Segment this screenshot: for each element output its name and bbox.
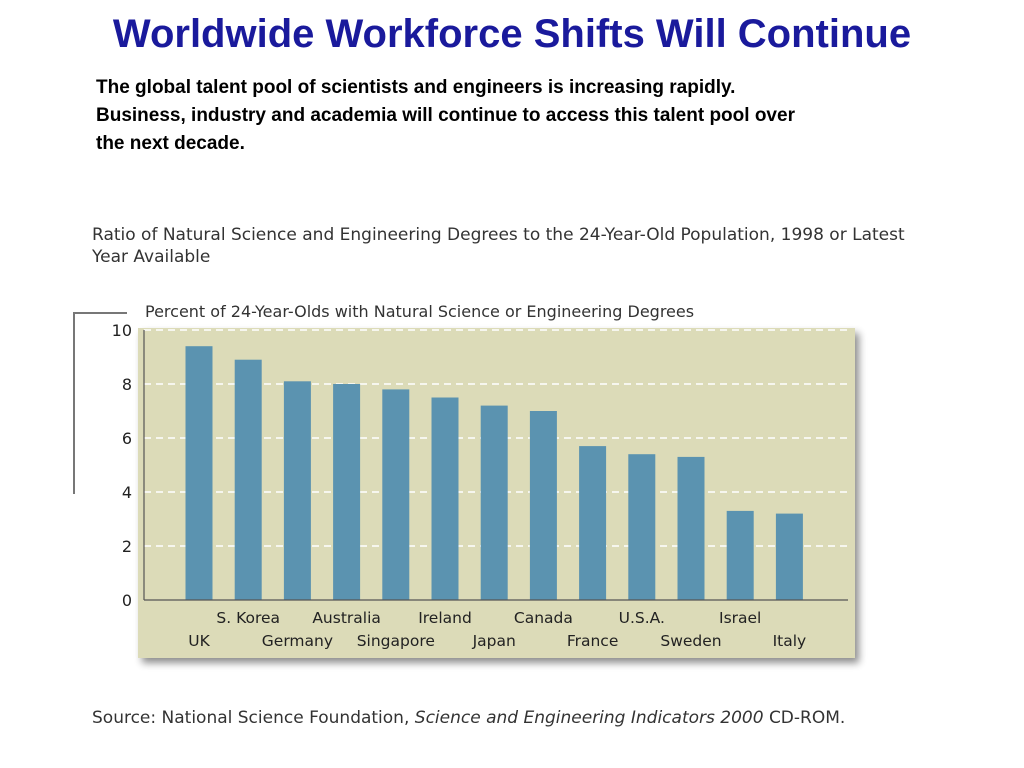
source-publication: Science and Engineering Indicators 2000 bbox=[414, 708, 764, 728]
y-tick-label: 10 bbox=[112, 321, 132, 340]
x-tick-label: Ireland bbox=[418, 609, 472, 627]
chart-title: Percent of 24-Year-Olds with Natural Sci… bbox=[145, 302, 694, 321]
bar bbox=[234, 359, 262, 600]
x-tick-label: Singapore bbox=[357, 632, 435, 650]
y-tick-label: 4 bbox=[122, 483, 132, 502]
x-tick-label: Australia bbox=[312, 609, 381, 627]
figure-title: Ratio of Natural Science and Engineering… bbox=[92, 224, 992, 268]
y-tick-label: 6 bbox=[122, 429, 132, 448]
bar bbox=[775, 513, 803, 600]
intro-line: Business, industry and academia will con… bbox=[96, 105, 795, 126]
x-tick-label: Germany bbox=[262, 632, 333, 650]
bar bbox=[579, 446, 607, 600]
bar bbox=[333, 384, 361, 600]
source-suffix: CD-ROM. bbox=[768, 708, 846, 728]
slide-title: Worldwide Workforce Shifts Will Continue bbox=[112, 12, 912, 56]
source-prefix: Source: National Science Foundation, bbox=[92, 708, 410, 728]
x-tick-label: UK bbox=[188, 632, 210, 650]
axes: 0 2 4 6 8 10 UK S. Korea Germany Australia Singapo… bbox=[112, 321, 848, 650]
bar bbox=[529, 411, 557, 600]
bar bbox=[185, 346, 213, 600]
bar-chart: 0 2 4 6 8 10 UK S. Korea Germany Australia Singapo… bbox=[112, 302, 855, 658]
x-tick-label: U.S.A. bbox=[619, 609, 665, 627]
x-tick-label: Italy bbox=[773, 632, 807, 650]
y-tick-label: 2 bbox=[122, 537, 132, 556]
x-tick-label: France bbox=[567, 632, 619, 650]
figure-title-line: Year Available bbox=[92, 247, 211, 267]
figure-bracket bbox=[73, 312, 127, 494]
source-citation: Source: National Science Foundation, Sci… bbox=[92, 708, 845, 728]
y-tick-label: 0 bbox=[122, 591, 132, 610]
intro-line: the next decade. bbox=[96, 133, 245, 154]
x-tick-label: Canada bbox=[514, 609, 573, 627]
bar bbox=[480, 405, 508, 600]
x-tick-label: Sweden bbox=[660, 632, 721, 650]
figure-title-line: Ratio of Natural Science and Engineering… bbox=[92, 225, 905, 245]
y-tick-label: 8 bbox=[122, 375, 132, 394]
bar bbox=[431, 397, 459, 600]
x-tick-label: Israel bbox=[719, 609, 761, 627]
bar bbox=[628, 454, 656, 600]
bar bbox=[726, 510, 754, 600]
bar bbox=[677, 456, 705, 600]
bars bbox=[185, 346, 803, 600]
intro-line: The global talent pool of scientists and… bbox=[96, 77, 736, 98]
bar bbox=[283, 381, 311, 600]
intro-text: The global talent pool of scientists and… bbox=[96, 74, 966, 158]
bar bbox=[382, 389, 410, 600]
x-tick-label: Japan bbox=[472, 632, 516, 650]
x-tick-label: S. Korea bbox=[216, 609, 280, 627]
